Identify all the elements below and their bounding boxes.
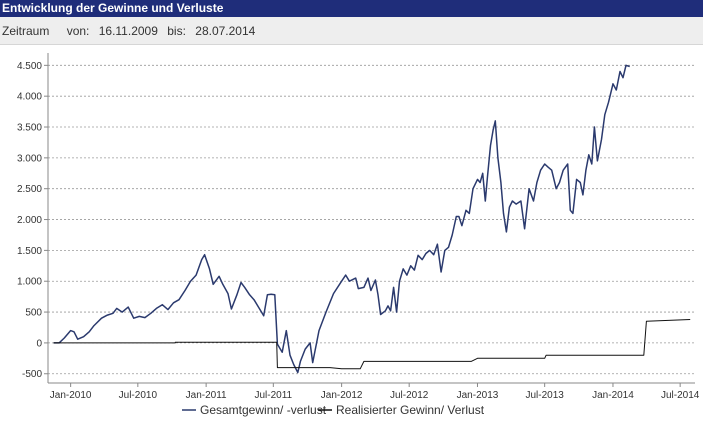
from-date: 16.11.2009 <box>98 24 158 38</box>
series-line-2 <box>53 319 691 370</box>
x-tick-label: Jul-2012 <box>390 390 429 401</box>
x-tick-label: Jul-2011 <box>255 390 293 401</box>
to-date: 28.07.2014 <box>195 24 256 38</box>
y-tick-label: -500 <box>22 369 42 380</box>
y-tick-label: 3.000 <box>17 153 42 164</box>
x-tick-label: Jan-2012 <box>321 390 363 401</box>
y-tick-label: 2.500 <box>17 184 42 195</box>
x-tick-label: Jul-2014 <box>661 390 700 401</box>
legend: Gesamtgewinn/ -verlust Realisierter Gewin… <box>182 403 485 417</box>
x-tick-label: Jul-2010 <box>119 390 158 401</box>
period-label: Zeitraum <box>2 24 50 38</box>
x-tick-label: Jan-2010 <box>50 390 92 401</box>
panel-title: Entwicklung der Gewinne und Verluste <box>0 0 703 17</box>
from-label: von: <box>66 24 90 38</box>
y-tick-label: 3.500 <box>17 123 42 134</box>
x-tick-label: Jan-2011 <box>186 390 227 401</box>
legend-label-2: Realisierter Gewinn/ Verlust <box>336 403 485 417</box>
x-axis-ticks: Jan-2010 Jul-2010 Jan-2011 Jul-2011 Jan-2012… <box>50 383 700 401</box>
y-axis-ticks: -500 0 500 1.000 1.500 2.000 2.500 3.000 3.500 4.… <box>17 61 48 380</box>
profit-loss-chart: -500 0 500 1.000 1.500 2.000 2.500 3.000 3.500 4.… <box>17 53 700 417</box>
y-tick-label: 1.000 <box>17 277 42 288</box>
y-tick-label: 500 <box>25 308 42 319</box>
grid-lines <box>48 64 695 375</box>
y-tick-label: 4.000 <box>17 92 42 103</box>
y-tick-label: 0 <box>36 338 42 349</box>
y-tick-label: 2.000 <box>17 215 42 226</box>
series-line-1 <box>53 64 630 374</box>
y-tick-label: 1.500 <box>17 246 42 257</box>
y-tick-label: 4.500 <box>17 61 42 72</box>
x-tick-label: Jul-2013 <box>525 390 564 401</box>
x-tick-label: Jan-2014 <box>592 390 634 401</box>
axes <box>47 53 695 384</box>
legend-label-1: Gesamtgewinn/ -verlust <box>200 403 327 417</box>
to-label: bis: <box>167 24 186 38</box>
x-tick-label: Jan-2013 <box>457 390 499 401</box>
series-lines <box>53 64 691 374</box>
period-bar: Zeitraum von: 16.11.2009 bis: 28.07.2014 <box>0 17 703 45</box>
